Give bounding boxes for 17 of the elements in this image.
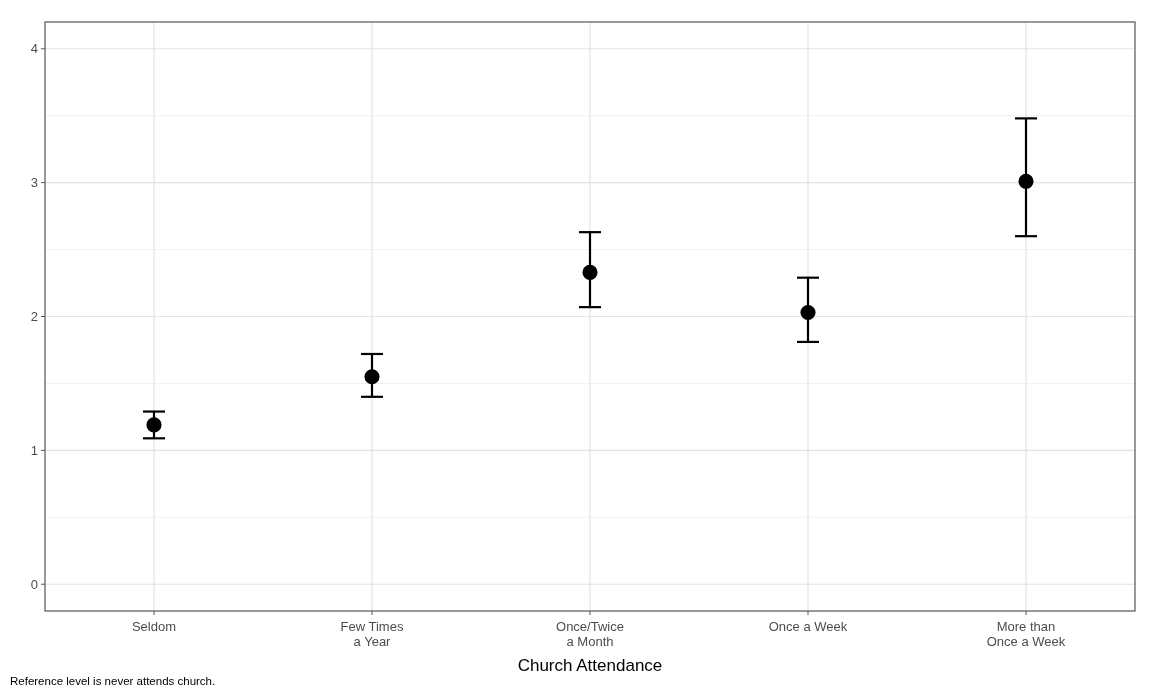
x-tick-label: Few Times a Year [340,619,404,649]
point [364,369,380,385]
y-tick-label: 4 [30,41,38,57]
x-tick-label: Seldom [131,619,177,634]
x-tick-label: More than Once a Week [986,619,1066,649]
text: Reference level is never attends church. [10,675,216,687]
y-tick-label: 3 [30,175,38,191]
point [1018,173,1034,189]
y-tick-label: 1 [30,442,38,458]
x-tick-label: Once a Week [768,619,848,634]
x-tick-label: Once/Twice a Month [556,619,624,649]
point [146,417,162,433]
point [800,304,816,321]
point [582,264,598,280]
x-axis-title: Church Attendance [517,656,663,675]
y-tick-label: 0 [30,576,38,592]
y-tick-label: 2 [30,309,38,325]
